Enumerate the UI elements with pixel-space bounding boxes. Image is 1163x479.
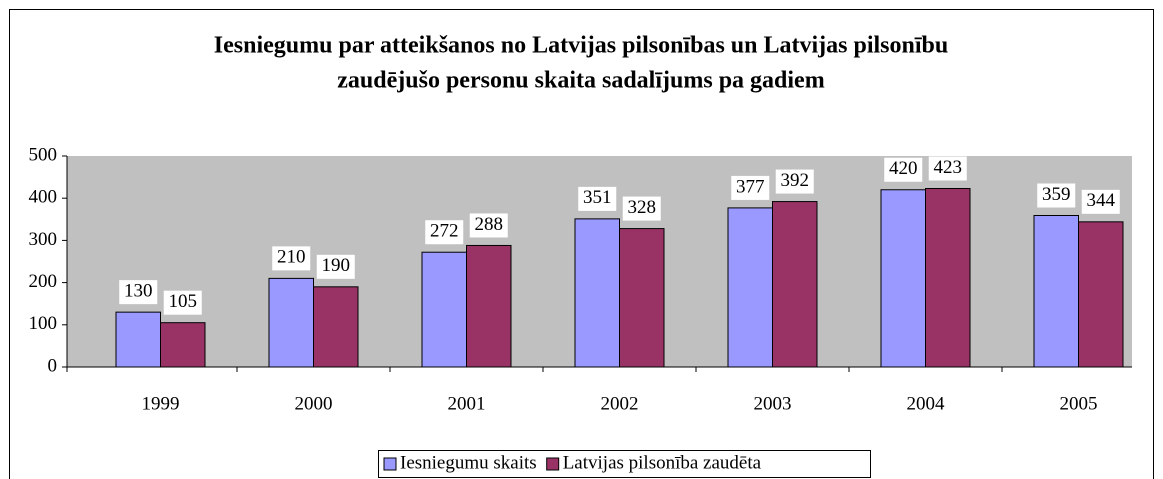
x-tick-label: 2000 xyxy=(295,393,333,414)
y-tick-label: 400 xyxy=(29,187,58,208)
y-tick-label: 500 xyxy=(29,144,58,165)
bar xyxy=(880,189,926,368)
x-tick-label: 2002 xyxy=(601,393,639,414)
bar xyxy=(772,201,818,368)
data-label: 377 xyxy=(736,176,765,197)
data-label-box xyxy=(316,254,355,279)
x-tick-label: 2003 xyxy=(754,393,792,414)
y-tick-label: 200 xyxy=(29,271,58,292)
bar xyxy=(466,244,512,368)
bar xyxy=(925,187,971,368)
bar xyxy=(160,322,206,368)
chart-title: Iesniegumu par atteikšanos no Latvijas p… xyxy=(214,33,948,59)
data-label: 420 xyxy=(889,158,918,179)
data-label: 423 xyxy=(934,157,963,178)
bar xyxy=(268,277,314,368)
legend-label: Latvijas pilsonība zaudēta xyxy=(563,452,762,473)
data-label: 288 xyxy=(475,214,504,235)
data-label-box xyxy=(622,196,661,221)
legend-label: Iesniegumu skaits xyxy=(400,452,537,473)
x-tick-label: 1999 xyxy=(142,393,180,414)
x-tick-label: 2001 xyxy=(448,393,486,414)
bar xyxy=(1078,221,1124,368)
data-label: 130 xyxy=(124,280,153,301)
data-label-box xyxy=(731,175,770,200)
x-tick-label: 2005 xyxy=(1060,393,1098,414)
data-label-box xyxy=(163,290,202,315)
data-label: 359 xyxy=(1042,184,1071,205)
legend-box xyxy=(378,450,871,478)
data-label: 328 xyxy=(628,197,657,218)
bar xyxy=(619,228,665,368)
data-label-box xyxy=(119,280,158,305)
bar xyxy=(727,207,773,368)
legend-swatch xyxy=(383,457,397,471)
bar xyxy=(421,251,467,368)
data-label-box xyxy=(1081,189,1120,214)
bar xyxy=(313,286,359,368)
chart-title: zaudējušo personu skaita sadalījums pa g… xyxy=(337,68,824,94)
bar xyxy=(1033,215,1079,368)
x-tick-label: 2004 xyxy=(907,393,946,414)
data-label-box xyxy=(1037,183,1076,208)
y-tick-label: 100 xyxy=(29,313,58,334)
legend-swatch xyxy=(546,457,560,471)
data-label: 392 xyxy=(781,170,810,191)
bar xyxy=(115,311,161,368)
y-tick-label: 0 xyxy=(48,355,58,376)
data-label: 351 xyxy=(583,187,612,208)
data-label-box xyxy=(884,157,923,182)
data-label-box xyxy=(469,213,508,238)
data-label-box xyxy=(775,169,814,194)
bar xyxy=(574,218,620,368)
data-label-box xyxy=(928,156,967,181)
data-label: 105 xyxy=(169,291,198,312)
data-label: 190 xyxy=(322,255,351,276)
y-tick-label: 300 xyxy=(29,229,58,250)
data-label-box xyxy=(578,186,617,211)
data-label: 272 xyxy=(430,221,459,242)
data-label: 210 xyxy=(277,247,306,268)
data-label-box xyxy=(272,246,311,271)
data-label: 344 xyxy=(1087,190,1116,211)
data-label-box xyxy=(425,220,464,245)
